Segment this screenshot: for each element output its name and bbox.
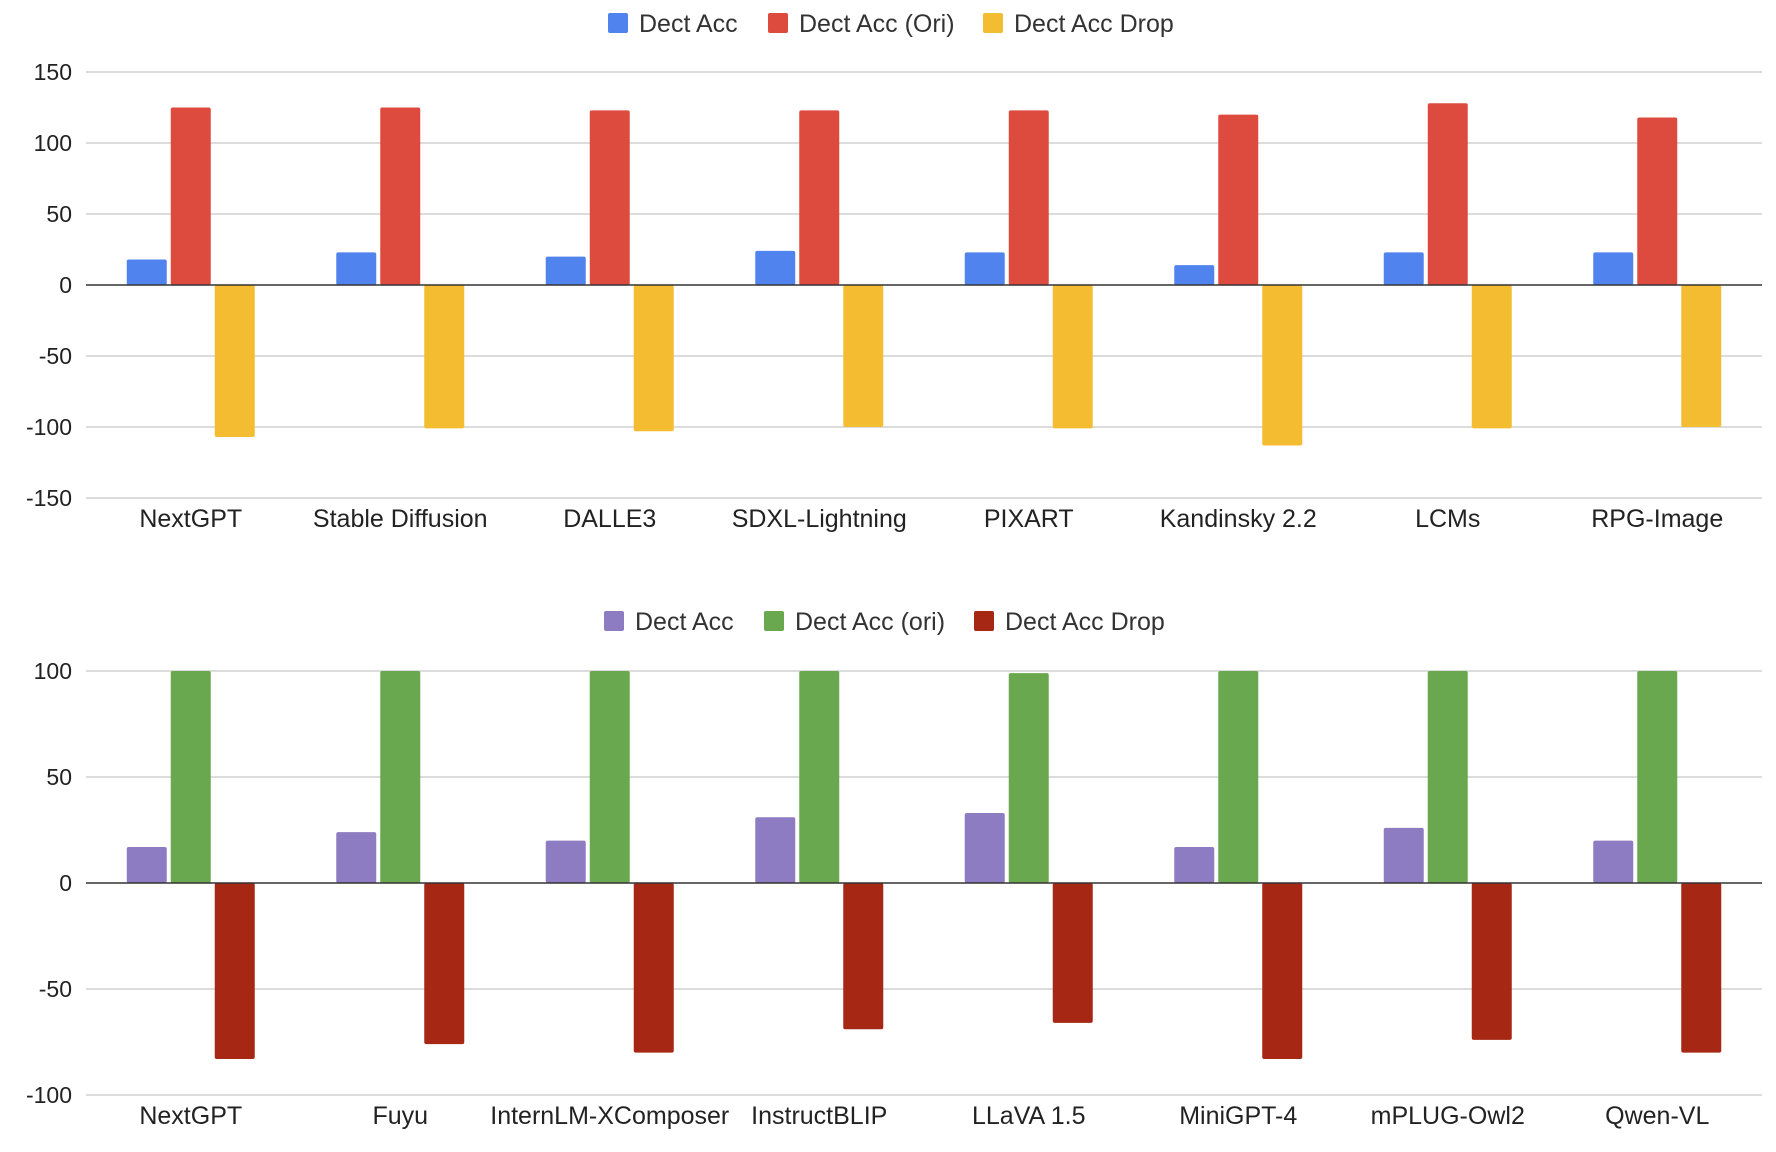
x-category-label: LCMs xyxy=(1415,505,1480,533)
x-category-label: SDXL-Lightning xyxy=(732,505,907,533)
bar-dect-acc-drop xyxy=(214,285,255,437)
bar-dect-acc-ori xyxy=(1427,103,1468,286)
bar-dect-acc-drop xyxy=(1681,285,1722,427)
bar-dect-acc-ori xyxy=(1637,671,1678,883)
bar-dect-acc xyxy=(545,840,586,883)
bar-dect-acc-ori xyxy=(170,107,211,285)
bar-dect-acc xyxy=(545,256,586,285)
chart-bottom: 100 50 0 -50 -100 NextGPT Fuyu InternLM-XCompos… xyxy=(26,608,1762,1130)
bar-dect-acc xyxy=(1383,252,1424,285)
y-tick-label: -50 xyxy=(39,343,72,369)
x-category-label: Fuyu xyxy=(372,1102,428,1130)
bar-dect-acc-drop xyxy=(843,883,884,1030)
bar-dect-acc-drop xyxy=(843,285,884,427)
x-category-label: Qwen-VL xyxy=(1605,1102,1709,1130)
y-tick-label: 100 xyxy=(34,658,72,684)
bar-dect-acc-ori xyxy=(799,110,840,285)
legend-swatch xyxy=(768,13,788,33)
bar-dect-acc-ori xyxy=(589,110,630,285)
bar-dect-acc-ori xyxy=(1008,110,1049,285)
legend-label: Dect Acc Drop xyxy=(1005,608,1165,636)
x-category-label: Stable Diffusion xyxy=(313,505,488,533)
legend-label: Dect Acc (ori) xyxy=(795,608,945,636)
bar-dect-acc-drop xyxy=(1262,285,1303,446)
y-tick-label: -100 xyxy=(26,1082,72,1108)
y-tick-label: -100 xyxy=(26,414,72,440)
bar-dect-acc-drop xyxy=(1052,883,1093,1023)
y-tick-label: 50 xyxy=(46,764,72,790)
bar-dect-acc-drop xyxy=(633,285,674,432)
y-tick-label: 50 xyxy=(46,201,72,227)
x-category-label: DALLE3 xyxy=(563,505,656,533)
bar-dect-acc xyxy=(1383,827,1424,883)
x-category-label: InternLM-XComposer xyxy=(490,1102,729,1130)
y-tick-label: -50 xyxy=(39,976,72,1002)
legend-label: Dect Acc xyxy=(639,10,738,38)
bar-dect-acc xyxy=(126,259,167,285)
x-category-label: PIXART xyxy=(984,505,1074,533)
bar-dect-acc-ori xyxy=(1218,114,1259,285)
bar-dect-acc-ori xyxy=(170,671,211,883)
bar-dect-acc-drop xyxy=(214,883,255,1059)
x-category-label: RPG-Image xyxy=(1591,505,1723,533)
bar-dect-acc-ori xyxy=(1218,671,1259,883)
legend-swatch xyxy=(983,13,1003,33)
y-tick-label: 0 xyxy=(59,870,72,896)
bar-dect-acc xyxy=(1174,265,1215,285)
x-category-label: NextGPT xyxy=(139,505,242,533)
bar-dect-acc xyxy=(964,252,1005,285)
bar-dect-acc-drop xyxy=(424,285,465,429)
bar-dect-acc-drop xyxy=(1471,883,1512,1040)
y-tick-label: 0 xyxy=(59,272,72,298)
bar-dect-acc-drop xyxy=(633,883,674,1053)
bar-dect-acc xyxy=(755,817,796,883)
x-category-label: NextGPT xyxy=(139,1102,242,1130)
bar-dect-acc-ori xyxy=(589,671,630,883)
bar-dect-acc-ori xyxy=(380,107,421,285)
x-category-label: Kandinsky 2.2 xyxy=(1160,505,1317,533)
bar-dect-acc-drop xyxy=(424,883,465,1045)
bar-dect-acc-ori xyxy=(799,671,840,883)
bar-dect-acc xyxy=(964,813,1005,883)
bar-dect-acc xyxy=(126,846,167,883)
legend-label: Dect Acc Drop xyxy=(1014,10,1174,38)
legend-swatch xyxy=(604,611,624,631)
legend-label: Dect Acc xyxy=(635,608,734,636)
bar-dect-acc xyxy=(1174,846,1215,883)
y-tick-label: 100 xyxy=(34,130,72,156)
x-category-label: InstructBLIP xyxy=(751,1102,887,1130)
y-tick-label: 150 xyxy=(34,59,72,85)
legend-swatch xyxy=(608,13,628,33)
bar-dect-acc-drop xyxy=(1262,883,1303,1059)
bar-dect-acc-ori xyxy=(1637,117,1678,285)
bar-dect-acc xyxy=(336,252,377,285)
legend-label: Dect Acc (Ori) xyxy=(799,10,955,38)
bar-dect-acc-drop xyxy=(1681,883,1722,1053)
x-category-label: MiniGPT-4 xyxy=(1179,1102,1297,1130)
bar-dect-acc-ori xyxy=(380,671,421,883)
bar-dect-acc-ori xyxy=(1008,673,1049,883)
legend-swatch xyxy=(764,611,784,631)
chart-top: 150 100 50 0 -50 -100 -150 NextGPT Stable Diffus… xyxy=(26,10,1762,533)
x-category-label: LLaVA 1.5 xyxy=(972,1102,1086,1130)
bar-dect-acc xyxy=(1593,840,1634,883)
y-tick-label: -150 xyxy=(26,485,72,511)
legend-swatch xyxy=(974,611,994,631)
bar-dect-acc-drop xyxy=(1471,285,1512,429)
bar-dect-acc-ori xyxy=(1427,671,1468,883)
bar-dect-acc xyxy=(1593,252,1634,285)
bar-dect-acc-drop xyxy=(1052,285,1093,429)
x-category-label: mPLUG-Owl2 xyxy=(1371,1102,1525,1130)
bar-dect-acc xyxy=(336,832,377,883)
bar-dect-acc xyxy=(755,250,796,285)
